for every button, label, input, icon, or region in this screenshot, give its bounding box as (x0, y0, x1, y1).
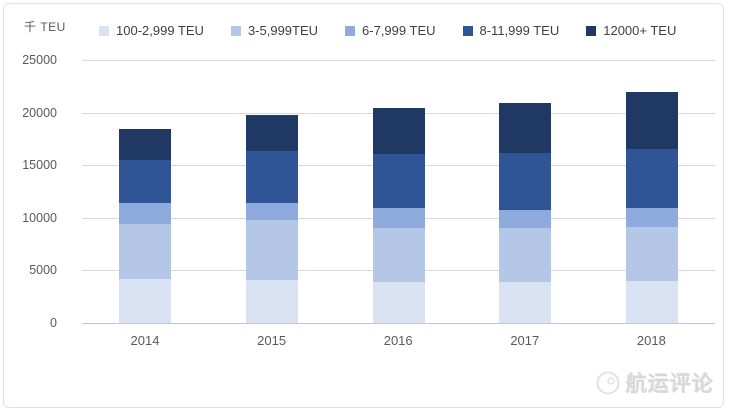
bar-segment-2017-100-2-999-TEU (499, 281, 552, 323)
bar-stack-2015 (245, 114, 298, 323)
bar-segment-2016-6-7-999-TEU (372, 208, 425, 229)
bar-segment-2018-6-7-999-TEU (625, 208, 678, 228)
x-tick-label-2017: 2017 (510, 333, 540, 348)
bar-segment-2015-6-7-999-TEU (245, 203, 298, 220)
x-tick-label-2014: 2014 (130, 333, 160, 348)
x-tick-label-2016: 2016 (383, 333, 413, 348)
x-tick-label-2018: 2018 (636, 333, 666, 348)
bar-segment-2014-6-7-999-TEU (119, 203, 172, 225)
legend-label: 6-7,999 TEU (362, 23, 436, 38)
bar-segment-2017-8-11-999-TEU (499, 152, 552, 211)
bar-segment-2016-8-11-999-TEU (372, 153, 425, 209)
legend-swatch-icon (586, 25, 597, 36)
gridline-0 (82, 323, 715, 324)
bar-segment-2018-3-5-999TEU (625, 227, 678, 281)
legend-swatch-icon (230, 25, 241, 36)
legend-label: 100-2,999 TEU (116, 23, 204, 38)
bar-stack-2014 (119, 129, 172, 323)
bar-segment-2016-100-2-999-TEU (372, 281, 425, 323)
legend-item-6-7-999-TEU: 6-7,999 TEU (345, 23, 436, 38)
legend-item-3-5-999TEU: 3-5,999TEU (230, 23, 319, 38)
bar-stack-2017 (499, 103, 552, 323)
bar-segment-2014-8-11-999-TEU (119, 159, 172, 204)
bar-segment-2015-12000+-TEU (245, 114, 298, 151)
bar-segment-2017-6-7-999-TEU (499, 210, 552, 229)
legend-item-100-2-999-TEU: 100-2,999 TEU (99, 23, 204, 38)
legend-item-12000+-TEU: 12000+ TEU (586, 23, 676, 38)
bar-segment-2014-100-2-999-TEU (119, 278, 172, 323)
gridline-25000 (82, 60, 715, 61)
bar-segment-2018-100-2-999-TEU (625, 280, 678, 323)
watermark: 航运评论 (595, 368, 714, 398)
legend-label: 8-11,999 TEU (479, 23, 560, 38)
bar-segment-2017-12000+-TEU (499, 103, 552, 153)
bar-segment-2018-12000+-TEU (625, 91, 678, 150)
y-tick-label: 25000 (22, 53, 57, 67)
bar-segment-2014-12000+-TEU (119, 129, 172, 160)
legend-label: 3-5,999TEU (247, 23, 319, 38)
legend-swatch-icon (345, 25, 356, 36)
y-tick-label: 5000 (29, 263, 57, 278)
bar-segment-2015-8-11-999-TEU (245, 150, 298, 204)
legend-item-8-11-999-TEU: 8-11,999 TEU (462, 23, 560, 38)
bar-segment-2014-3-5-999TEU (119, 224, 172, 279)
watermark-text: 航运评论 (626, 373, 714, 396)
y-tick-label: 0 (50, 316, 57, 330)
y-tick-label: 15000 (22, 158, 57, 173)
x-tick-label-2015: 2015 (257, 333, 287, 348)
bar-segment-2016-3-5-999TEU (372, 228, 425, 282)
plot-area: 25000 20000 15000 10000 5000 0 (22, 53, 715, 330)
bar-stack-2016 (372, 108, 425, 323)
bar-segment-2016-12000+-TEU (372, 108, 425, 154)
legend-swatch-icon (462, 25, 473, 36)
bar-segment-2015-100-2-999-TEU (245, 279, 298, 323)
bar-segment-2015-3-5-999TEU (245, 219, 298, 280)
shipping-review-logo-icon (596, 371, 620, 395)
y-axis-unit-label: 千 TEU (24, 20, 66, 34)
legend-label: 12000+ TEU (603, 23, 677, 38)
bar-stack-2018 (625, 91, 678, 323)
bar-segment-2018-8-11-999-TEU (625, 149, 678, 209)
legend-swatch-icon (99, 25, 109, 36)
chart-legend: 100-2,999 TEU 3-5,999TEU 6-7,999 TEU 8-11,9… (99, 23, 676, 38)
y-tick-label: 10000 (22, 210, 57, 225)
bar-segment-2017-3-5-999TEU (499, 228, 552, 282)
y-tick-label: 20000 (22, 105, 57, 120)
